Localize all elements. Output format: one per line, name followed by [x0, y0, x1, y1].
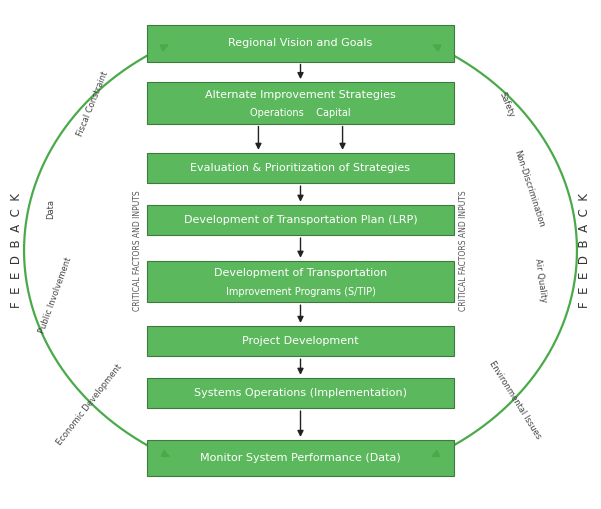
Text: CRITICAL FACTORS AND INPUTS: CRITICAL FACTORS AND INPUTS — [133, 190, 141, 310]
Text: Data: Data — [47, 199, 55, 219]
Text: Improvement Programs (S/TIP): Improvement Programs (S/TIP) — [225, 287, 376, 297]
Text: Evaluation & Prioritization of Strategies: Evaluation & Prioritization of Strategie… — [191, 163, 410, 173]
Text: Operations    Capital: Operations Capital — [250, 108, 351, 118]
Text: Air Quality: Air Quality — [533, 258, 549, 302]
FancyBboxPatch shape — [147, 82, 454, 124]
Text: Economic Development: Economic Development — [55, 362, 123, 447]
Text: Safety: Safety — [498, 90, 516, 119]
Text: Alternate Improvement Strategies: Alternate Improvement Strategies — [205, 90, 396, 100]
FancyBboxPatch shape — [147, 153, 454, 183]
Text: F  E  E  D  B  A  C  K: F E E D B A C K — [578, 193, 591, 308]
Text: Systems Operations (Implementation): Systems Operations (Implementation) — [194, 388, 407, 398]
Text: Regional Vision and Goals: Regional Vision and Goals — [228, 38, 373, 48]
FancyBboxPatch shape — [147, 25, 454, 62]
Text: F  E  E  D  B  A  C  K: F E E D B A C K — [10, 193, 23, 308]
Text: Monitor System Performance (Data): Monitor System Performance (Data) — [200, 453, 401, 463]
FancyBboxPatch shape — [147, 261, 454, 302]
Text: Development of Transportation Plan (LRP): Development of Transportation Plan (LRP) — [184, 215, 417, 225]
Text: Project Development: Project Development — [242, 336, 359, 346]
FancyBboxPatch shape — [147, 440, 454, 476]
Text: CRITICAL FACTORS AND INPUTS: CRITICAL FACTORS AND INPUTS — [460, 190, 468, 310]
FancyBboxPatch shape — [147, 205, 454, 235]
Text: Environmental Issues: Environmental Issues — [487, 359, 543, 440]
Text: Non-Discrimination: Non-Discrimination — [512, 149, 546, 228]
Text: Development of Transportation: Development of Transportation — [214, 268, 387, 278]
Text: Fiscal Constraint: Fiscal Constraint — [76, 71, 111, 138]
FancyBboxPatch shape — [147, 326, 454, 356]
Text: Public Involvement: Public Involvement — [38, 256, 74, 334]
FancyBboxPatch shape — [147, 378, 454, 408]
